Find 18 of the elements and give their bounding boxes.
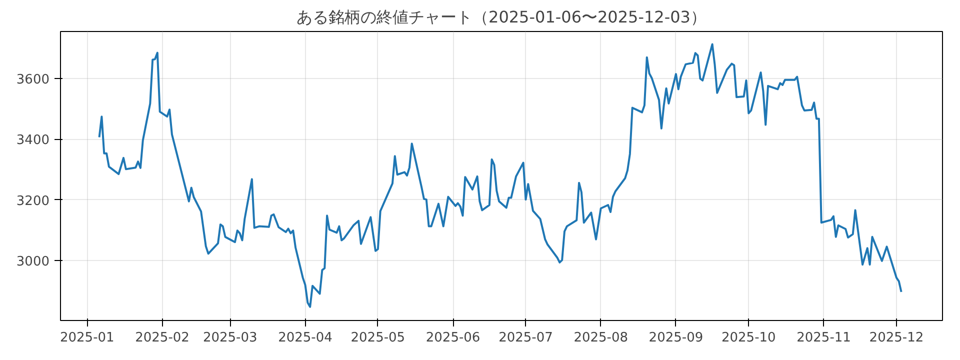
line-series <box>98 43 902 308</box>
x-tick-label: 2025-12 <box>869 330 924 346</box>
y-tick-label: 3600 <box>16 72 50 88</box>
y-tick-label: 3200 <box>16 194 50 209</box>
x-tick-label: 2025-11 <box>796 330 851 346</box>
x-tick-label: 2025-05 <box>350 330 406 346</box>
x-tick-label: 2025-01 <box>60 330 114 346</box>
y-tick-label: 3400 <box>16 133 50 148</box>
chart-title: ある銘柄の終値チャート（2025-01-06〜2025-12-03） <box>296 8 706 26</box>
y-tick-label: 3000 <box>16 254 50 270</box>
x-tick-label: 2025-04 <box>278 330 332 346</box>
x-tick-label: 2025-09 <box>648 330 704 346</box>
x-tick-label: 2025-03 <box>202 330 258 346</box>
x-tick-label: 2025-10 <box>721 330 776 346</box>
x-tick-label: 2025-07 <box>498 330 553 346</box>
x-tick-label: 2025-06 <box>426 330 480 346</box>
x-tick-label: 2025-02 <box>135 330 190 346</box>
x-tick-label: 2025-08 <box>574 330 628 346</box>
